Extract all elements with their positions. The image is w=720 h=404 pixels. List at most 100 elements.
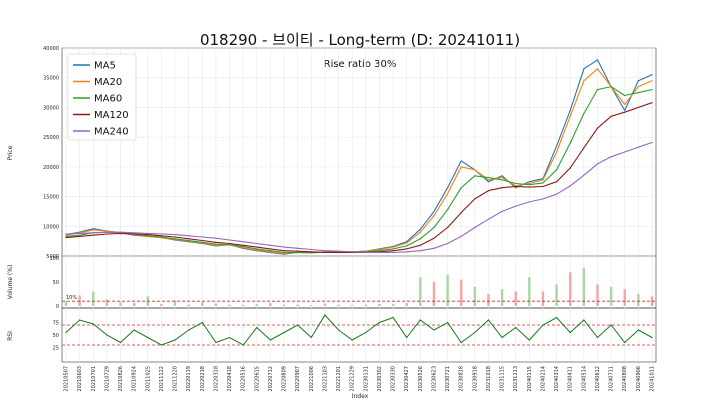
data-point-ma120 [215,241,217,243]
volume-bar [637,294,640,306]
data-point-ma60 [610,86,612,88]
data-point-ma240 [324,250,326,252]
data-point-ma240 [256,242,258,245]
x-tick-label: 20220712 [268,366,274,391]
data-point-ma60 [201,241,203,243]
data-point-ma5 [583,68,585,70]
data-point-ma120 [133,233,135,235]
data-point-ma5 [419,228,421,230]
rsi-line [65,314,653,346]
data-point-ma120 [160,235,162,237]
rsi-point [610,324,612,326]
price-tick-label: 20000 [43,165,59,171]
data-point-ma60 [419,238,421,240]
data-point-ma240 [283,246,285,248]
x-tick-label: 20211025 [145,366,151,391]
data-point-ma20 [460,166,462,168]
x-tick-label: 20220809 [282,366,288,391]
data-point-ma120 [174,236,176,238]
data-point-ma240 [556,193,558,195]
x-tick-label: 20210924 [132,366,138,391]
data-point-ma120 [106,233,108,235]
series-line-ma240 [65,141,653,253]
data-point-ma5 [501,175,503,177]
data-point-ma240 [487,218,490,220]
data-point-ma240 [160,233,162,235]
data-point-ma120 [528,186,530,188]
data-point-ma240 [351,251,353,253]
data-point-ma20 [528,182,530,185]
data-point-ma60 [637,91,639,94]
data-point-ma60 [501,179,503,181]
data-point-ma120 [501,187,503,189]
rsi-point [651,336,653,339]
x-tick-label: 20230131 [363,366,369,391]
data-point-ma240 [515,205,517,207]
volume-bar [569,272,572,306]
data-point-ma120 [406,248,408,250]
x-tick-label: 20230721 [445,366,451,391]
rsi-point [133,329,135,331]
data-point-ma60 [297,251,299,254]
volume-bar [514,291,517,306]
rsi-point [556,316,558,319]
data-point-ma5 [651,74,653,76]
rsi-point [542,324,544,326]
volume-bar [487,294,490,306]
price-tick-label: 15000 [43,195,59,201]
data-point-ma240 [310,248,312,251]
rsi-point [583,319,585,321]
data-point-ma240 [460,235,462,237]
rsi-point [474,331,476,334]
volume-bar [119,302,122,306]
x-tick-label: 20221103 [322,366,328,391]
data-point-ma20 [637,86,639,88]
data-point-ma240 [79,232,81,235]
rsi-point [92,323,94,325]
volume-bar [419,277,422,306]
rsi-point [242,344,244,346]
data-point-ma240 [651,141,653,144]
rsi-point [174,339,176,341]
volume-bar [391,304,395,306]
rsi-point [487,319,490,321]
x-tick-label: 20221229 [350,366,356,391]
data-point-ma60 [569,142,571,144]
rsi-point [624,341,626,344]
volume-bar [364,304,368,306]
data-point-ma60 [624,94,626,97]
volume-bar [241,305,245,306]
rsi-point [433,329,435,331]
data-point-ma60 [556,169,558,171]
volume-bar [500,289,504,306]
data-point-ma60 [174,238,176,240]
x-tick-label: 20210603 [77,366,83,391]
series-line-ma60 [65,86,653,253]
data-point-ma5 [515,187,517,189]
data-point-ma240 [337,250,340,252]
volume-bar [214,303,218,306]
legend-label-ma240: MA240 [94,127,129,138]
rsi-point [119,341,122,344]
data-point-ma120 [119,232,122,235]
x-tick-label: 20221201 [336,366,342,391]
price-tick-label: 30000 [43,105,59,111]
data-point-ma120 [92,234,94,236]
data-point-ma120 [515,185,517,188]
data-point-ma240 [474,226,476,229]
rsi-point [256,326,258,329]
data-point-ma60 [446,209,449,211]
volume-bar [105,299,109,306]
data-point-ma120 [624,111,626,113]
data-point-ma120 [651,102,653,104]
x-tick-label: 20240514 [581,366,587,391]
rsi-point [365,331,367,334]
x-tick-label: 20220516 [241,366,247,391]
data-point-ma120 [79,235,81,237]
data-point-ma240 [228,239,231,241]
rsi-point [160,344,162,346]
data-point-ma20 [242,247,244,249]
data-point-ma20 [406,242,408,244]
data-point-ma240 [65,233,67,235]
